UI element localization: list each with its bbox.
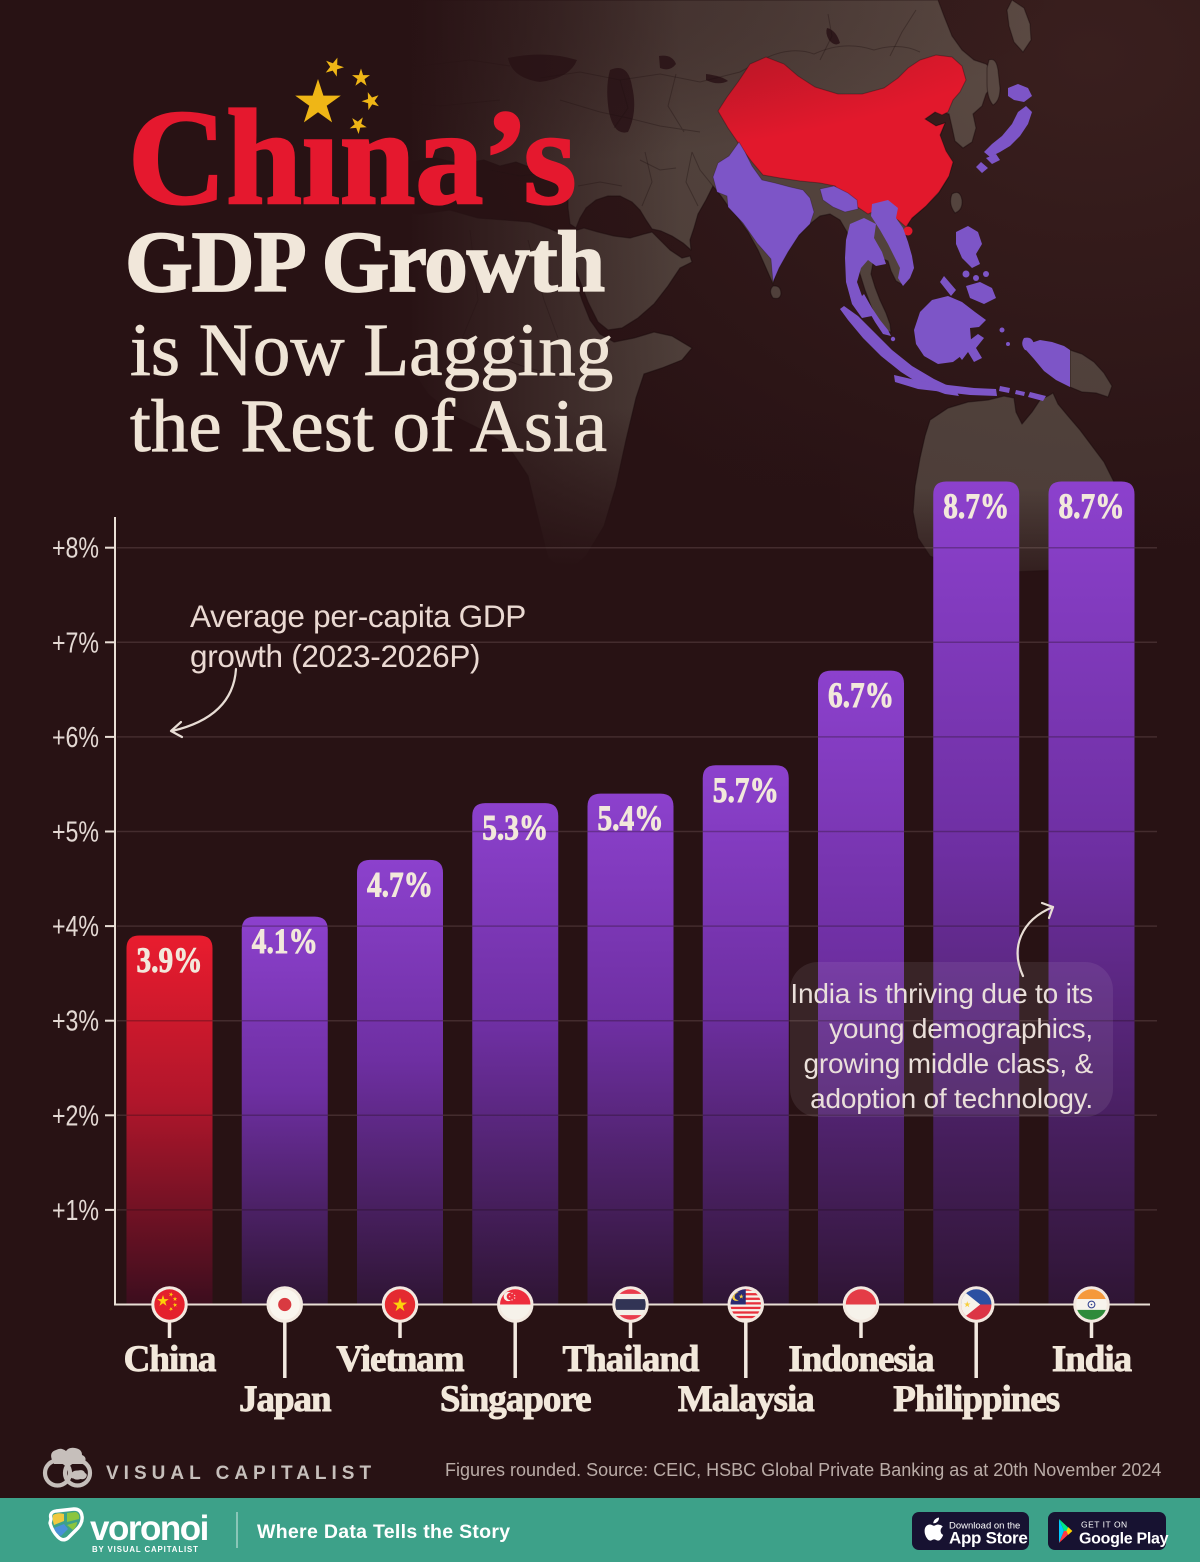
svg-text:Philippines: Philippines bbox=[893, 1379, 1059, 1420]
svg-text:5.3%: 5.3% bbox=[482, 808, 548, 848]
svg-text:Google Play: Google Play bbox=[1079, 1531, 1169, 1548]
svg-text:+5%: +5% bbox=[52, 817, 99, 849]
svg-text:Download on the: Download on the bbox=[949, 1521, 1020, 1532]
svg-text:+8%: +8% bbox=[52, 533, 99, 565]
svg-text:BY VISUAL CAPITALIST: BY VISUAL CAPITALIST bbox=[92, 1545, 199, 1554]
svg-text:Indonesia: Indonesia bbox=[788, 1339, 934, 1380]
svg-text:VISUAL CAPITALIST: VISUAL CAPITALIST bbox=[106, 1463, 376, 1484]
svg-text:3.9%: 3.9% bbox=[137, 940, 203, 980]
svg-text:6.7%: 6.7% bbox=[828, 675, 894, 715]
svg-text:+3%: +3% bbox=[52, 1006, 99, 1038]
svg-text:voronoi: voronoi bbox=[90, 1509, 208, 1548]
svg-text:Japan: Japan bbox=[239, 1379, 332, 1420]
svg-text:App Store: App Store bbox=[949, 1529, 1028, 1548]
svg-text:+1%: +1% bbox=[52, 1195, 99, 1227]
svg-text:Thailand: Thailand bbox=[563, 1339, 700, 1380]
svg-text:Singapore: Singapore bbox=[440, 1379, 591, 1420]
svg-text:5.7%: 5.7% bbox=[713, 770, 779, 810]
svg-text:+7%: +7% bbox=[52, 627, 99, 659]
svg-text:+6%: +6% bbox=[52, 722, 99, 754]
svg-text:India: India bbox=[1052, 1339, 1132, 1380]
svg-text:8.7%: 8.7% bbox=[943, 486, 1009, 526]
svg-text:+2%: +2% bbox=[52, 1100, 99, 1132]
svg-text:5.4%: 5.4% bbox=[598, 798, 664, 838]
svg-text:8.7%: 8.7% bbox=[1059, 486, 1125, 526]
svg-text:GET IT ON: GET IT ON bbox=[1081, 1520, 1128, 1530]
svg-text:Malaysia: Malaysia bbox=[678, 1379, 814, 1420]
svg-text:4.1%: 4.1% bbox=[252, 921, 318, 961]
svg-text:4.7%: 4.7% bbox=[367, 864, 433, 904]
svg-text:+4%: +4% bbox=[52, 911, 99, 943]
svg-text:China: China bbox=[124, 1339, 216, 1380]
svg-text:Vietnam: Vietnam bbox=[336, 1339, 464, 1380]
